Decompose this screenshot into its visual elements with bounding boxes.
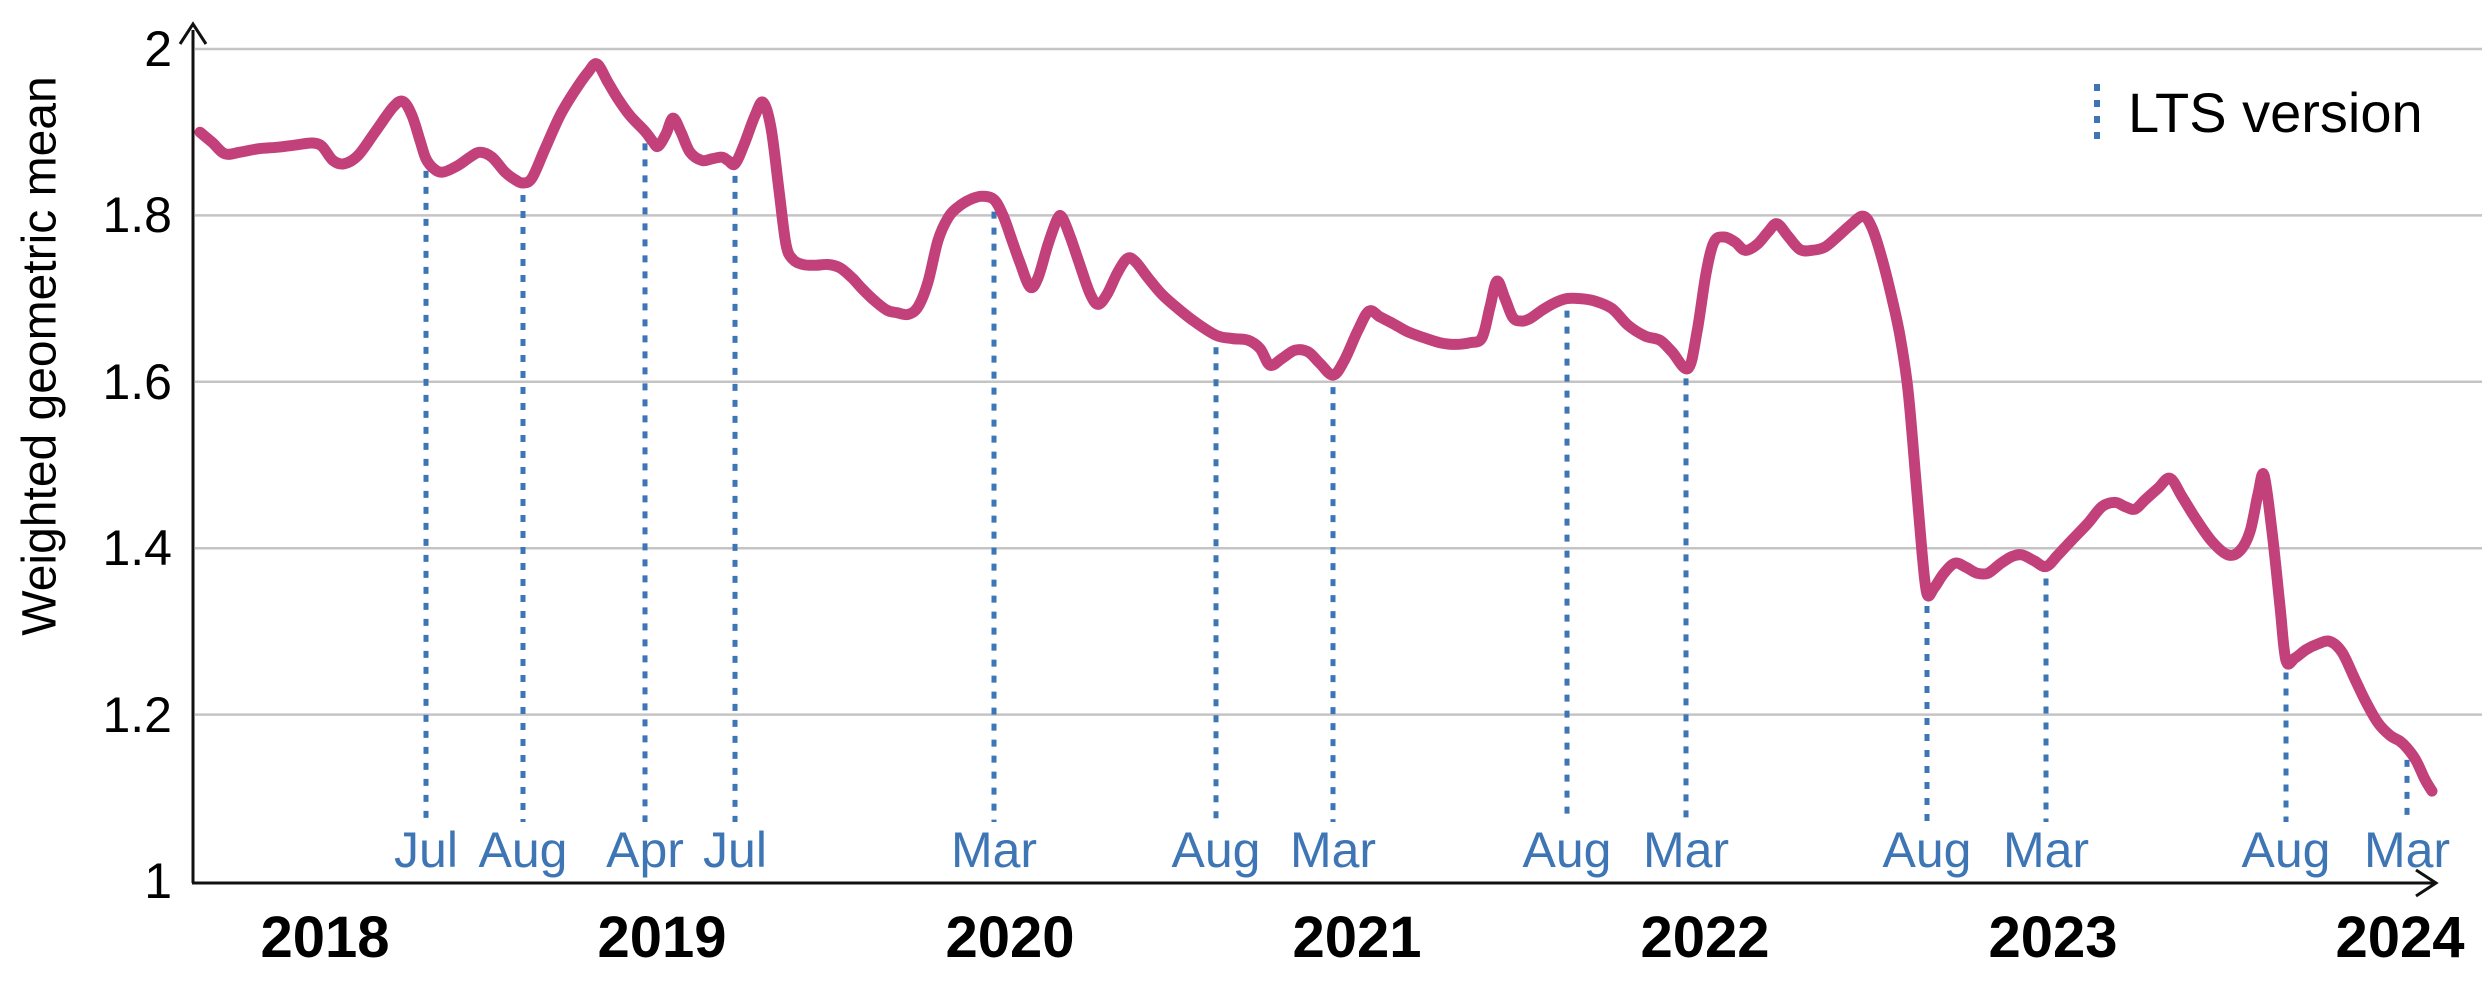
y-tick-label: 1.4 (102, 520, 172, 577)
lts-month-label: Aug (1522, 822, 1612, 878)
lts-month-label: Mar (2363, 822, 2451, 878)
x-tick-year-label: 2022 (1640, 905, 1770, 970)
lts-month-label: Aug (2241, 822, 2331, 878)
lts-month-label: Mar (1289, 822, 1377, 878)
x-tick-year-label: 2018 (260, 905, 390, 970)
y-tick-label: 1.6 (102, 353, 172, 410)
x-axis-arrow (2415, 868, 2439, 898)
lts-month-label: Jul (703, 822, 767, 878)
lts-month-label: Mar (950, 822, 1038, 878)
y-tick-label: 2 (144, 21, 172, 77)
x-tick-year-label: 2019 (597, 905, 727, 970)
y-axis-arrow (178, 21, 208, 45)
lts-month-label: Aug (1882, 822, 1972, 878)
lts-dotted-line-icon (2094, 84, 2100, 142)
lts-month-label: Aug (1171, 822, 1261, 878)
x-tick-year-label: 2024 (2335, 905, 2465, 970)
lts-month-label: Aug (478, 822, 568, 878)
lts-month-label: Mar (1642, 822, 1730, 878)
y-tick-label: 1.2 (102, 686, 172, 743)
legend: LTS version (2094, 84, 2423, 142)
lts-month-label: Jul (394, 822, 458, 878)
y-tick-label: 1 (144, 853, 172, 909)
lts-month-label: Mar (2002, 822, 2090, 878)
x-tick-year-label: 2020 (945, 905, 1075, 970)
lts-month-label: Apr (606, 822, 684, 878)
x-tick-year-label: 2023 (1988, 905, 2118, 970)
y-tick-label: 1.8 (102, 187, 172, 244)
x-tick-year-label: 2021 (1292, 905, 1422, 970)
data-line (194, 58, 2438, 797)
legend-label: LTS version (2128, 81, 2423, 144)
